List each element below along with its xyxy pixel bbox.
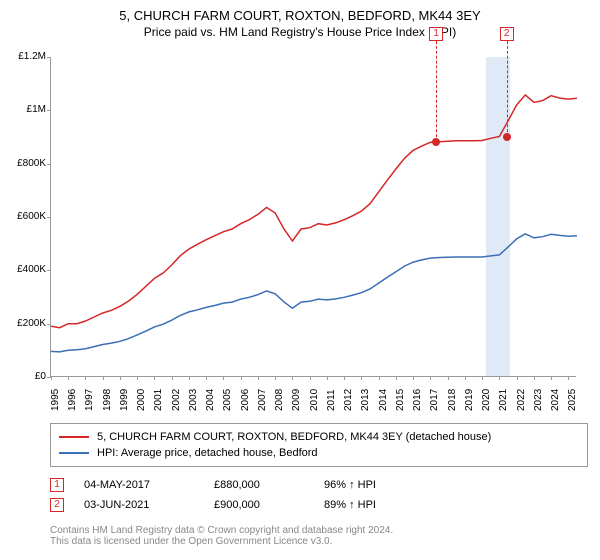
x-tick-label: 2023 <box>533 389 544 411</box>
x-tick-label: 1996 <box>67 389 78 411</box>
chart-container: £0 £200K £400K £600K £800K £1M £1.2M 12 1995 19… <box>12 47 588 417</box>
transaction-table: 1 04-MAY-2017£880,00096% ↑ HPI 2 03-JUN-202… <box>50 475 588 515</box>
legend-swatch <box>59 452 89 454</box>
x-tick-label: 2015 <box>395 389 406 411</box>
x-tick-label: 2003 <box>188 389 199 411</box>
x-tick-label: 2005 <box>222 389 233 411</box>
x-tick-label: 2020 <box>481 389 492 411</box>
footer-line2: This data is licensed under the Open Gov… <box>50 536 588 547</box>
x-tick-label: 2018 <box>447 389 458 411</box>
y-tick-label: £200K <box>12 318 46 329</box>
transaction-date: 04-MAY-2017 <box>84 479 214 491</box>
x-tick-label: 2016 <box>412 389 423 411</box>
legend-label: HPI: Average price, detached house, Bedf… <box>97 447 318 459</box>
transaction-marker: 2 <box>50 498 64 512</box>
y-tick-label: £600K <box>12 211 46 222</box>
y-tick-label: £800K <box>12 158 46 169</box>
x-tick-label: 1995 <box>50 389 61 411</box>
transaction-pct: 96% ↑ HPI <box>324 479 404 491</box>
x-tick-label: 2000 <box>136 389 147 411</box>
x-tick-label: 2012 <box>343 389 354 411</box>
footer-attribution: Contains HM Land Registry data © Crown c… <box>50 525 588 547</box>
series-line <box>51 234 577 352</box>
transaction-pct: 89% ↑ HPI <box>324 499 404 511</box>
y-tick-label: £400K <box>12 264 46 275</box>
x-tick-label: 2002 <box>171 389 182 411</box>
line-series <box>51 57 577 377</box>
x-tick-label: 2009 <box>291 389 302 411</box>
x-tick-label: 1998 <box>102 389 113 411</box>
x-tick-label: 2014 <box>378 389 389 411</box>
x-tick-label: 2001 <box>153 389 164 411</box>
x-tick-label: 2022 <box>516 389 527 411</box>
x-tick-label: 2008 <box>274 389 285 411</box>
marker-label: 1 <box>429 27 443 41</box>
y-tick-label: £1M <box>12 104 46 115</box>
marker-line <box>436 41 437 142</box>
transaction-price: £900,000 <box>214 499 324 511</box>
marker-label: 2 <box>500 27 514 41</box>
x-tick-label: 2011 <box>326 389 337 411</box>
y-tick-label: £0 <box>12 371 46 382</box>
x-tick-label: 1997 <box>84 389 95 411</box>
x-tick-label: 2007 <box>257 389 268 411</box>
transaction-date: 03-JUN-2021 <box>84 499 214 511</box>
marker-line <box>507 41 508 137</box>
legend-item: HPI: Average price, detached house, Bedf… <box>59 445 579 461</box>
marker-dot <box>503 133 511 141</box>
y-tick-label: £1.2M <box>12 51 46 62</box>
series-line <box>51 95 577 328</box>
x-tick-label: 2017 <box>429 389 440 411</box>
transaction-price: £880,000 <box>214 479 324 491</box>
x-tick-label: 2025 <box>567 389 578 411</box>
legend-swatch <box>59 436 89 438</box>
x-tick-label: 2019 <box>464 389 475 411</box>
x-tick-label: 2010 <box>309 389 320 411</box>
legend-item: 5, CHURCH FARM COURT, ROXTON, BEDFORD, M… <box>59 429 579 445</box>
transaction-row: 1 04-MAY-2017£880,00096% ↑ HPI <box>50 475 588 495</box>
plot-area: 12 <box>50 57 576 377</box>
x-tick-label: 2006 <box>240 389 251 411</box>
chart-title: 5, CHURCH FARM COURT, ROXTON, BEDFORD, M… <box>0 0 600 23</box>
transaction-row: 2 03-JUN-2021£900,00089% ↑ HPI <box>50 495 588 515</box>
x-tick-label: 2021 <box>498 389 509 411</box>
x-tick-label: 2024 <box>550 389 561 411</box>
legend: 5, CHURCH FARM COURT, ROXTON, BEDFORD, M… <box>50 423 588 467</box>
transaction-marker: 1 <box>50 478 64 492</box>
x-tick-label: 2004 <box>205 389 216 411</box>
x-tick-label: 2013 <box>360 389 371 411</box>
footer-line1: Contains HM Land Registry data © Crown c… <box>50 525 588 536</box>
x-tick-label: 1999 <box>119 389 130 411</box>
legend-label: 5, CHURCH FARM COURT, ROXTON, BEDFORD, M… <box>97 431 491 443</box>
